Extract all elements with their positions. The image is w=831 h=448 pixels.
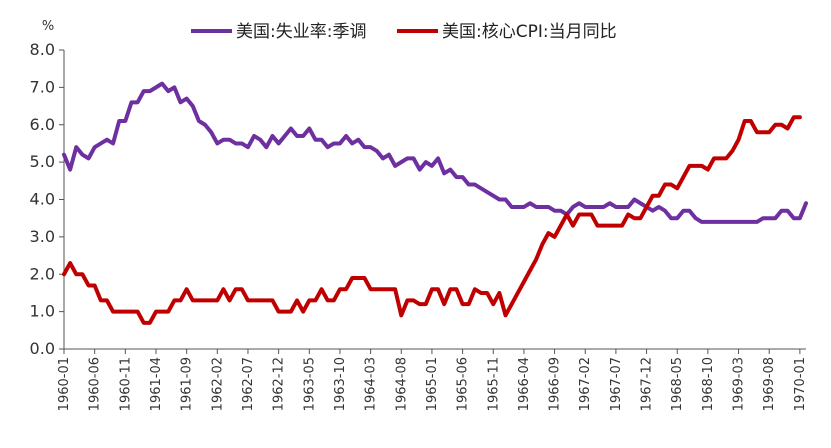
x-tick-label: 1962-02: [210, 357, 225, 411]
y-tick-label: 2.0: [30, 264, 55, 283]
legend-label-1: 美国:核心CPI:当月同比: [442, 22, 617, 42]
x-tick-label: 1962-07: [241, 357, 256, 411]
x-tick-label: 1964-03: [364, 357, 379, 411]
x-tick-label: 1965-06: [456, 357, 471, 411]
y-axis: 0.0 1.0 2.0 3.0 4.0 5.0 6.0 7.0 8.0: [30, 40, 65, 358]
x-tick-label: 1969-08: [762, 357, 777, 411]
x-tick-label: 1960-01: [57, 357, 72, 411]
x-tick-label: 1966-04: [517, 357, 532, 411]
y-tick-label: 7.0: [30, 77, 55, 96]
y-tick-label: 1.0: [30, 302, 55, 321]
x-tick-label: 1967-07: [609, 357, 624, 411]
series-line-1: [62, 115, 802, 325]
y-tick-label: 5.0: [30, 152, 55, 171]
x-tick-label: 1968-10: [701, 357, 716, 411]
x-tick-label: 1960-11: [118, 357, 133, 411]
x-tick-label: 1965-11: [486, 357, 501, 411]
x-tick-label: 1963-10: [333, 357, 348, 411]
x-axis: 1960-01 1960-06 1960-11 1961-04 1961-09 1962-…: [57, 348, 808, 411]
x-tick-label: 1964-08: [394, 357, 409, 411]
x-tick-label: 1967-12: [640, 357, 655, 411]
x-tick-label: 1967-02: [578, 357, 593, 411]
y-tick-label: 8.0: [30, 40, 55, 59]
y-tick-label: 4.0: [30, 190, 55, 209]
x-tick-label: 1965-01: [425, 357, 440, 411]
y-tick-label: 0.0: [30, 339, 55, 358]
x-tick-label: 1961-04: [149, 357, 164, 411]
legend-label-0: 美国:失业率:季调: [236, 22, 366, 42]
x-tick-label: 1969-03: [732, 357, 747, 411]
x-tick-label: 1970-01: [793, 357, 808, 411]
legend: 美国:失业率:季调 美国:核心CPI:当月同比: [191, 22, 617, 42]
series-layer: [62, 81, 808, 325]
x-tick-label: 1963-05: [302, 357, 317, 411]
y-tick-label: 3.0: [30, 227, 55, 246]
x-tick-label: 1968-05: [670, 357, 685, 411]
x-tick-label: 1962-12: [272, 357, 287, 411]
series-line-0: [62, 81, 808, 224]
y-axis-unit: %: [42, 19, 54, 34]
y-tick-label: 6.0: [30, 115, 55, 134]
x-tick-label: 1960-06: [88, 357, 103, 411]
x-tick-label: 1966-09: [548, 357, 563, 411]
x-tick-label: 1961-09: [180, 357, 195, 411]
